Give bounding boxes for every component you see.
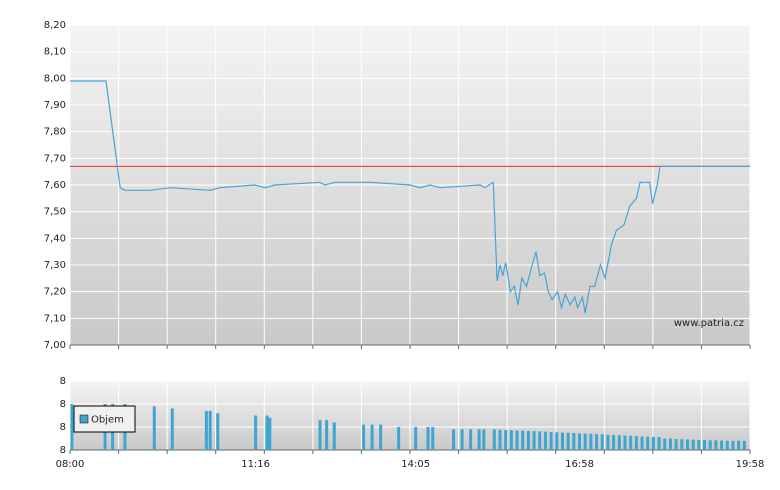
x-tick-label: 08:00 (56, 459, 85, 470)
volume-bar (612, 435, 616, 450)
volume-bar (538, 431, 542, 450)
volume-bar (691, 439, 695, 450)
volume-bar (634, 436, 638, 450)
volume-bar (697, 439, 701, 450)
volume-bar (668, 438, 672, 450)
volume-bar (521, 430, 525, 450)
volume-bar (595, 434, 599, 450)
y-tick-label: 7,60 (44, 180, 66, 191)
volume-bar (452, 429, 456, 450)
volume-bar (555, 432, 559, 450)
volume-bar (498, 429, 502, 450)
volume-bar (70, 404, 74, 450)
volume-bar (170, 408, 174, 450)
volume-bar (397, 427, 401, 450)
x-tick-label: 16:58 (565, 459, 594, 470)
y-tick-label: 7,80 (44, 127, 66, 138)
y-tick-label: 7,90 (44, 100, 66, 111)
volume-bar (504, 429, 508, 450)
legend-label: Objem (91, 415, 124, 426)
volume-bar (657, 437, 661, 450)
volume-bar (737, 440, 741, 450)
volume-bar (606, 434, 610, 450)
y-tick-label: 8 (60, 445, 66, 456)
volume-bar (578, 433, 582, 450)
volume-bar (208, 410, 212, 450)
volume-bar (152, 406, 156, 450)
y-tick-label: 8 (60, 422, 66, 433)
volume-bar (623, 435, 627, 450)
y-tick-label: 7,50 (44, 207, 66, 218)
volume-bar (543, 431, 547, 450)
volume-bar (589, 433, 593, 450)
legend-swatch (79, 414, 89, 424)
y-tick-label: 7,70 (44, 153, 66, 164)
volume-bar (325, 420, 329, 450)
price-line (70, 80, 750, 314)
volume-bar (651, 436, 655, 450)
y-tick-label: 8 (60, 399, 66, 410)
volume-bar (426, 427, 430, 450)
x-tick-label: 19:58 (736, 459, 765, 470)
volume-bar (332, 422, 336, 450)
volume-bar (685, 439, 689, 450)
volume-bar (362, 424, 366, 450)
y-tick-label: 8,00 (44, 73, 66, 84)
volume-bar (482, 429, 486, 450)
x-tick-label: 11:16 (241, 459, 270, 470)
x-tick-label: 14:05 (401, 459, 430, 470)
volume-bar (379, 424, 383, 450)
volume-bar (254, 415, 258, 450)
volume-bar (720, 440, 724, 450)
y-tick-label: 7,00 (44, 340, 66, 351)
legend-box (73, 405, 136, 433)
volume-bar (572, 432, 576, 450)
volume-bar (663, 438, 667, 450)
volume-bar (742, 440, 746, 450)
y-tick-label: 8 (60, 376, 66, 387)
volume-bar (725, 440, 729, 450)
y-tick-label: 8,10 (44, 47, 66, 58)
volume-bar (515, 430, 519, 450)
y-tick-label: 8,20 (44, 20, 66, 31)
volume-bar (640, 436, 644, 450)
volume-bar (708, 440, 712, 450)
volume-bar (265, 415, 269, 450)
volume-bar (583, 433, 587, 450)
volume-bar (216, 413, 220, 450)
volume-bar (460, 429, 464, 450)
volume-bar (469, 429, 473, 450)
volume-bar (646, 436, 650, 450)
y-tick-label: 7,10 (44, 313, 66, 324)
volume-bar (680, 439, 684, 450)
volume-bar (566, 432, 570, 450)
volume-bar (731, 440, 735, 450)
volume-bar (414, 427, 418, 450)
volume-bar (268, 417, 272, 450)
y-tick-label: 7,20 (44, 287, 66, 298)
watermark: www.patria.cz (674, 318, 744, 329)
volume-bar (204, 410, 208, 450)
volume-bar (526, 430, 530, 450)
y-tick-label: 7,30 (44, 260, 66, 271)
volume-bar (318, 420, 322, 450)
volume-bar (370, 424, 374, 450)
volume-bar (477, 429, 481, 450)
volume-bar (703, 440, 707, 450)
volume-bar (549, 432, 553, 450)
volume-bar (509, 430, 513, 450)
volume-bar (560, 432, 564, 450)
volume-bar (714, 440, 718, 450)
volume-bar (629, 435, 633, 450)
volume-bar (492, 429, 496, 450)
volume-bar (532, 431, 536, 450)
y-tick-label: 7,40 (44, 233, 66, 244)
volume-bar (674, 438, 678, 450)
volume-bar (600, 434, 604, 450)
volume-bar (617, 435, 621, 450)
volume-bar (431, 427, 435, 450)
